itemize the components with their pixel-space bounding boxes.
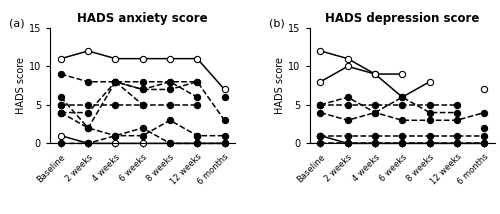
Y-axis label: HADS score: HADS score bbox=[276, 57, 285, 114]
Text: (a): (a) bbox=[9, 19, 25, 29]
Text: (b): (b) bbox=[269, 19, 284, 29]
Title: HADS anxiety score: HADS anxiety score bbox=[78, 12, 208, 25]
Title: HADS depression score: HADS depression score bbox=[325, 12, 480, 25]
Y-axis label: HADS score: HADS score bbox=[16, 57, 26, 114]
